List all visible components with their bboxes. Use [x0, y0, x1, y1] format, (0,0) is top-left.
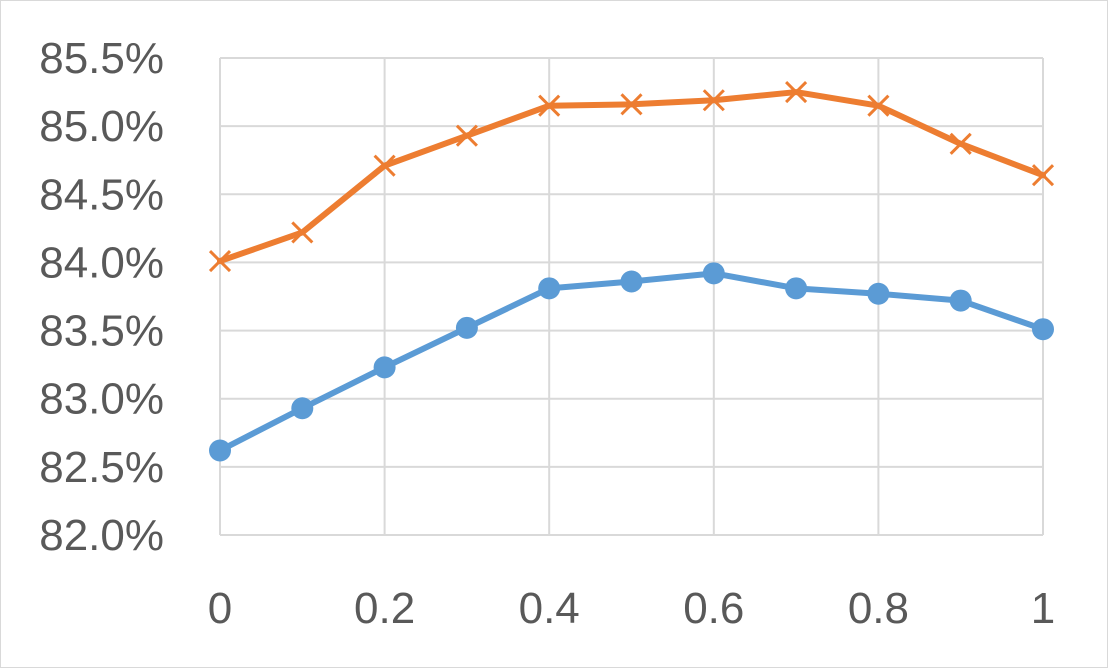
data-point — [949, 289, 972, 312]
x-tick-label: 0.4 — [519, 584, 580, 633]
x-tick-label: 0 — [208, 584, 232, 633]
series-layer — [208, 81, 1055, 462]
data-point-stroke — [867, 94, 890, 117]
y-tick-label: 83.0% — [39, 375, 164, 424]
data-point — [291, 221, 314, 244]
data-point-stroke — [208, 250, 232, 273]
data-point — [702, 262, 725, 285]
data-point — [949, 132, 972, 155]
y-tick-label: 85.0% — [39, 102, 164, 151]
data-point-stroke — [949, 132, 972, 155]
x-tick-label: 0.8 — [848, 584, 909, 633]
x-tick-label: 1 — [1031, 584, 1055, 633]
data-point-stroke — [620, 93, 643, 116]
data-point — [373, 356, 396, 379]
data-point-stroke — [702, 89, 725, 112]
data-point — [291, 397, 314, 420]
data-point — [785, 277, 808, 300]
y-tick-label: 83.5% — [39, 307, 164, 356]
y-tick-label: 82.0% — [39, 511, 164, 560]
data-point — [538, 277, 561, 300]
data-point — [867, 282, 890, 305]
x-axis: 0 0.2 0.4 0.6 0.8 1 — [208, 584, 1055, 633]
data-point — [867, 94, 890, 117]
data-point — [620, 270, 643, 293]
data-point-stroke — [785, 81, 808, 104]
series-line — [217, 270, 1046, 454]
data-point — [538, 94, 561, 117]
data-point-stroke — [538, 94, 561, 117]
y-tick-label: 82.5% — [39, 443, 164, 492]
series-2 — [209, 262, 1054, 462]
data-point-stroke — [373, 154, 396, 177]
x-tick-label: 0.6 — [683, 584, 744, 633]
data-point — [1031, 164, 1055, 187]
data-point-stroke — [455, 124, 478, 147]
data-point — [455, 124, 478, 147]
y-tick-label: 84.0% — [39, 238, 164, 287]
data-point — [1032, 318, 1054, 341]
data-point — [209, 439, 231, 462]
data-point — [373, 154, 396, 177]
data-point-stroke — [291, 221, 314, 244]
y-axis: 82.0% 82.5% 83.0% 83.5% 84.0% 84.5% 85.0% 85.5% — [39, 34, 164, 560]
data-point — [620, 93, 643, 116]
data-point — [208, 250, 232, 273]
data-point — [702, 89, 725, 112]
x-tick-label: 0.2 — [354, 584, 415, 633]
data-point — [785, 81, 808, 104]
y-tick-label: 84.5% — [39, 170, 164, 219]
series-line — [217, 89, 1046, 265]
series-1 — [208, 81, 1055, 273]
data-point — [455, 316, 478, 339]
y-tick-label: 85.5% — [39, 34, 164, 83]
data-point-stroke — [1031, 164, 1055, 187]
